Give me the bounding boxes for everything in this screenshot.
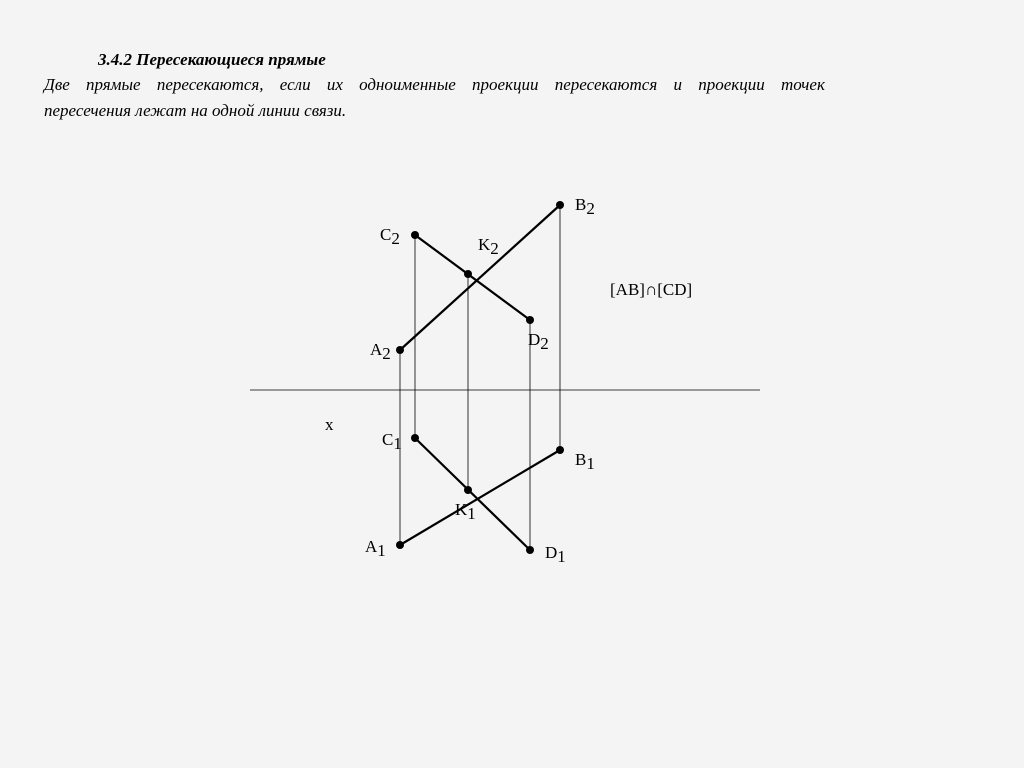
body-line2: пересечения лежат на одной линии связи. xyxy=(44,101,346,120)
section-body: Две прямые пересекаются, если их одноиме… xyxy=(44,72,994,125)
svg-text:D2: D2 xyxy=(528,330,549,353)
svg-text:K1: K1 xyxy=(455,500,476,523)
svg-text:A2: A2 xyxy=(370,340,391,363)
svg-text:D1: D1 xyxy=(545,543,566,566)
svg-text:A1: A1 xyxy=(365,537,386,560)
body-line1: Две прямые пересекаются, если их одноиме… xyxy=(44,72,994,98)
section-heading: 3.4.2 Пересекающиеся прямые xyxy=(98,50,326,70)
svg-text:B1: B1 xyxy=(575,450,595,473)
projection-diagram: A2 B2 C2 D2 K2 A1 B1 C1 D1 K1 xyxy=(230,170,790,590)
svg-text:K2: K2 xyxy=(478,235,499,258)
svg-text:C2: C2 xyxy=(380,225,400,248)
svg-text:B2: B2 xyxy=(575,195,595,218)
x-axis-label: x xyxy=(325,415,334,435)
svg-text:C1: C1 xyxy=(382,430,402,453)
intersection-annotation: [AB]∩[CD] xyxy=(610,280,692,300)
